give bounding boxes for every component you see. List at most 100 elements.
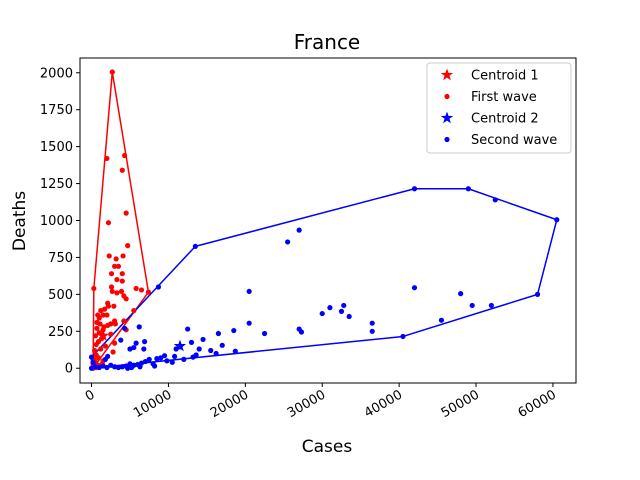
data-point	[181, 356, 187, 362]
y-tick-label: 1500	[40, 140, 73, 155]
data-point	[338, 308, 345, 314]
data-point	[123, 210, 129, 216]
data-point	[95, 355, 102, 361]
data-point	[118, 288, 125, 295]
data-point	[142, 339, 148, 345]
data-point	[106, 253, 112, 259]
data-point	[171, 353, 178, 360]
data-point	[231, 327, 237, 334]
data-point	[151, 363, 158, 369]
data-point	[112, 321, 118, 327]
data-point	[469, 302, 475, 309]
data-point	[169, 359, 175, 365]
data-point	[136, 324, 142, 330]
data-point	[400, 333, 406, 340]
data-point	[104, 155, 110, 162]
data-point	[108, 271, 115, 277]
data-point	[341, 302, 347, 309]
y-axis-label: Deaths	[10, 191, 30, 251]
data-point	[188, 339, 195, 345]
data-point	[102, 343, 108, 349]
data-point	[192, 243, 198, 249]
data-point	[232, 348, 238, 354]
data-point	[208, 347, 214, 354]
data-point	[98, 346, 104, 352]
data-point	[213, 350, 219, 357]
data-point	[91, 285, 97, 292]
data-point	[125, 365, 131, 371]
data-point	[108, 284, 115, 290]
legend-label: Centroid 2	[471, 112, 539, 127]
y-tick-label: 500	[48, 288, 73, 303]
data-point	[96, 364, 102, 371]
y-tick-label: 2000	[40, 66, 73, 81]
data-point	[121, 318, 127, 324]
data-point	[185, 326, 191, 332]
data-point	[346, 313, 352, 320]
data-point	[154, 356, 160, 362]
data-point	[109, 69, 115, 75]
data-point	[164, 358, 170, 364]
legend-label: First wave	[471, 90, 537, 105]
y-tick-label: 1000	[40, 214, 73, 229]
data-point	[104, 312, 110, 318]
data-point	[458, 291, 464, 297]
legend-dot-icon	[444, 136, 450, 143]
x-axis-label: Cases	[302, 437, 353, 457]
data-point	[246, 320, 252, 326]
data-point	[138, 287, 145, 293]
data-point	[534, 291, 541, 297]
data-point	[327, 305, 333, 311]
data-point	[215, 330, 222, 337]
y-tick-label: 750	[48, 251, 73, 266]
legend-star-icon	[440, 68, 454, 81]
data-point	[90, 359, 96, 365]
data-point	[100, 312, 106, 318]
data-point	[554, 217, 560, 223]
data-point	[88, 354, 95, 360]
data-point	[128, 364, 135, 371]
data-point	[119, 167, 125, 173]
data-point	[219, 342, 225, 348]
data-point	[113, 256, 119, 262]
data-point	[97, 321, 103, 327]
legend: Centroid 1 First wave Centroid 2 Second wav…	[426, 62, 572, 154]
data-point	[110, 349, 116, 355]
data-point	[369, 320, 375, 326]
data-point	[319, 310, 325, 317]
data-point	[122, 325, 128, 331]
data-point	[92, 347, 98, 354]
data-point	[131, 308, 137, 314]
centroid-star-2	[173, 339, 187, 352]
data-point	[125, 243, 131, 249]
data-point	[296, 227, 302, 233]
y-tick-label: 250	[48, 325, 73, 340]
data-point	[133, 340, 139, 346]
data-point	[114, 290, 120, 296]
legend-dot-icon	[444, 93, 450, 100]
data-point	[109, 288, 115, 295]
data-point	[122, 152, 128, 159]
data-point	[465, 186, 471, 192]
data-point	[105, 303, 112, 309]
data-point	[411, 285, 418, 291]
data-point	[114, 276, 120, 283]
y-tick-label: 1250	[40, 177, 73, 192]
data-point	[158, 355, 164, 361]
data-point	[105, 220, 112, 226]
data-point	[285, 239, 291, 245]
legend-star-icon	[440, 111, 454, 124]
data-point	[120, 253, 126, 259]
data-point	[137, 364, 143, 370]
data-point	[488, 302, 495, 309]
data-point	[145, 289, 152, 295]
data-point	[115, 364, 122, 371]
data-point	[119, 271, 125, 277]
data-point	[108, 362, 114, 368]
data-point	[121, 293, 127, 299]
data-point	[111, 303, 117, 309]
data-point	[411, 186, 418, 192]
data-point	[161, 353, 168, 359]
data-point	[492, 197, 498, 203]
